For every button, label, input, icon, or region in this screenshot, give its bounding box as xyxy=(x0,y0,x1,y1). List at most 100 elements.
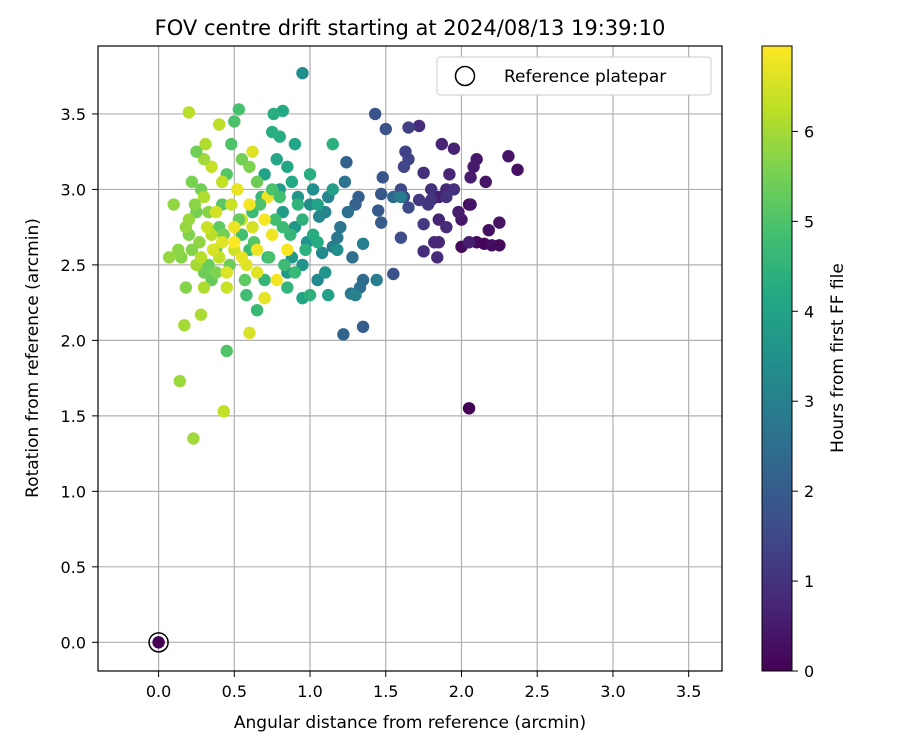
data-point xyxy=(375,216,388,229)
data-point xyxy=(270,153,283,166)
data-point xyxy=(502,150,515,163)
data-point xyxy=(322,288,335,302)
x-tick-label: 2.5 xyxy=(524,682,549,701)
data-point xyxy=(387,267,400,281)
data-point xyxy=(447,142,461,155)
data-point xyxy=(232,103,246,116)
data-point xyxy=(179,281,193,294)
data-point xyxy=(182,106,196,119)
data-point xyxy=(250,303,264,317)
chart-title: FOV centre drift starting at 2024/08/13 … xyxy=(155,16,666,40)
y-axis-ticks: 0.0 0.5 1.0 1.5 2.0 2.5 3.0 3.5 xyxy=(61,105,98,652)
data-point xyxy=(197,266,211,279)
data-point xyxy=(258,168,271,181)
data-point xyxy=(246,220,259,234)
data-point xyxy=(493,216,506,229)
data-point xyxy=(402,201,415,214)
data-point xyxy=(376,171,389,184)
x-axis-ticks: 0.0 0.5 1.0 1.5 2.0 2.5 3.0 3.5 xyxy=(146,671,701,701)
data-point xyxy=(318,266,332,279)
colorbar: 0 1 2 3 4 5 6 Hours from first FF file xyxy=(761,45,848,681)
data-point xyxy=(288,137,302,151)
data-point xyxy=(220,266,233,279)
data-point xyxy=(326,137,339,151)
y-tick-label: 2.0 xyxy=(61,331,86,350)
y-tick-label: 0.5 xyxy=(61,558,86,577)
data-point xyxy=(162,251,176,264)
data-point xyxy=(194,251,208,264)
data-point xyxy=(412,119,426,133)
data-point xyxy=(276,205,289,219)
x-tick-label: 0.5 xyxy=(222,682,247,701)
data-point xyxy=(331,243,344,257)
data-point xyxy=(315,246,329,260)
data-point xyxy=(447,183,461,196)
data-point xyxy=(250,243,264,257)
data-point xyxy=(493,239,506,252)
data-point xyxy=(270,273,283,287)
data-point xyxy=(267,107,280,121)
data-point xyxy=(278,258,291,272)
x-tick-label: 0.0 xyxy=(146,682,171,701)
data-point xyxy=(296,213,309,226)
y-tick-label: 1.0 xyxy=(61,482,86,501)
y-tick-label: 2.5 xyxy=(61,256,86,275)
data-point xyxy=(235,228,249,241)
legend-label: Reference platepar xyxy=(504,67,666,87)
data-point xyxy=(299,243,312,257)
data-point xyxy=(341,205,355,219)
data-point xyxy=(243,326,256,340)
data-point xyxy=(197,153,211,166)
data-point xyxy=(178,319,191,332)
data-point xyxy=(462,402,476,415)
y-tick-label: 1.5 xyxy=(61,407,86,426)
data-point xyxy=(187,432,200,445)
data-point xyxy=(265,183,279,196)
data-point xyxy=(190,145,203,158)
data-point xyxy=(452,205,465,219)
data-point xyxy=(464,171,477,184)
data-point xyxy=(379,122,392,136)
data-point xyxy=(326,183,339,196)
data-point xyxy=(253,198,267,211)
colorbar-gradient xyxy=(761,45,793,672)
data-point xyxy=(206,243,220,257)
data-point xyxy=(185,243,199,257)
data-point xyxy=(250,175,264,189)
data-point xyxy=(397,160,411,173)
y-tick-label: 3.5 xyxy=(61,105,86,124)
x-axis-label: Angular distance from reference (arcmin) xyxy=(234,713,586,733)
data-point xyxy=(209,205,223,219)
data-point xyxy=(167,198,180,211)
data-point xyxy=(228,236,241,249)
data-point xyxy=(356,320,370,333)
data-point xyxy=(231,183,244,196)
plot-frame xyxy=(97,45,723,672)
data-point xyxy=(276,220,289,234)
colorbar-tick-label: 6 xyxy=(804,122,814,141)
data-point xyxy=(185,175,199,189)
data-point xyxy=(428,236,441,249)
data-point xyxy=(240,288,253,302)
data-point xyxy=(258,213,271,226)
data-point xyxy=(288,266,302,279)
x-tick-label: 3.5 xyxy=(676,682,701,701)
data-point xyxy=(440,190,453,204)
data-point xyxy=(443,168,456,181)
data-point xyxy=(172,243,185,257)
data-point xyxy=(215,175,229,189)
data-point xyxy=(338,175,352,189)
data-point xyxy=(356,237,370,250)
data-point xyxy=(370,273,383,287)
data-point xyxy=(205,160,218,173)
data-point xyxy=(188,198,202,211)
data-point xyxy=(349,288,362,302)
data-point xyxy=(394,231,408,244)
x-tick-label: 3.0 xyxy=(600,682,625,701)
data-point xyxy=(281,281,294,294)
data-point xyxy=(269,213,282,226)
legend-marker-icon xyxy=(454,65,476,87)
data-point xyxy=(225,198,238,211)
colorbar-tick-label: 3 xyxy=(804,392,814,411)
data-point xyxy=(246,145,259,158)
